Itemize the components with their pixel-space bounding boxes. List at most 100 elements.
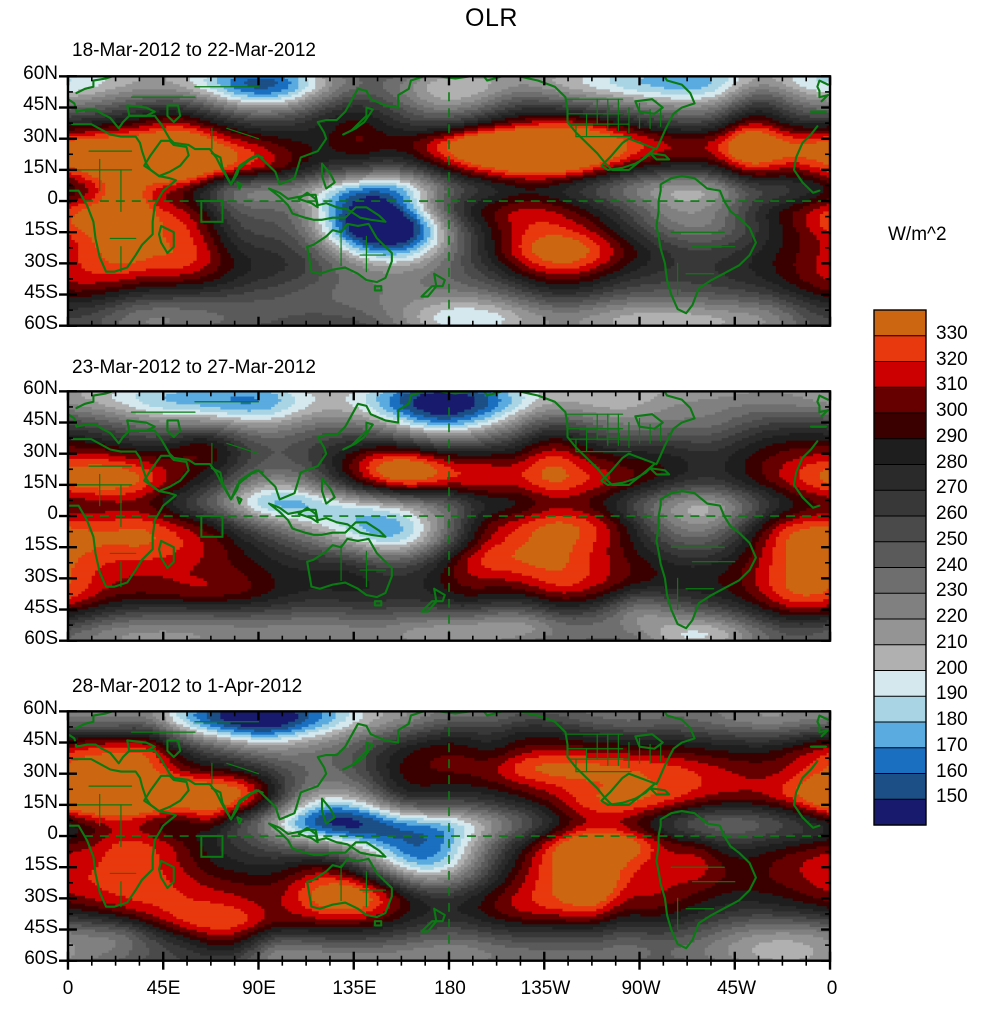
y-axis-tick-label: 15S: [24, 854, 58, 876]
colorbar-tick-label: 150: [936, 786, 968, 808]
olr-map-svg-3: [58, 710, 832, 970]
y-axis-tick-label: 0: [47, 503, 58, 524]
colorbar-tick-label: 330: [936, 322, 968, 344]
colorbar-band: [874, 490, 926, 517]
colorbar-tick-label: 220: [936, 606, 968, 627]
map-content: [67, 391, 831, 641]
colorbar-tick-label: 270: [936, 477, 968, 499]
map-panel-2: [58, 390, 841, 662]
colorbar-band: [874, 310, 926, 337]
colorbar-band: [874, 619, 926, 646]
y-axis-tick-label: 60S: [24, 948, 58, 969]
coastlines: [67, 76, 829, 315]
y-axis-tick-label: 45N: [23, 94, 58, 116]
colorbar-band: [874, 773, 926, 800]
y-axis-tick-label: 15N: [23, 156, 58, 178]
y-axis-tick-label: 30S: [24, 565, 58, 587]
colorbar-tick-label: 190: [936, 683, 968, 705]
x-axis-tick-label: 180: [434, 978, 466, 999]
colorbar-band: [874, 464, 926, 491]
colorbar-tick-label: 280: [936, 451, 968, 473]
axis-frame: [58, 75, 832, 327]
colorbar-units-label: W/m^2: [888, 224, 947, 245]
colorbar-tick-label: 320: [936, 348, 968, 370]
y-axis-tick-label: 45S: [24, 281, 58, 303]
x-axis-tick-label: 90E: [242, 978, 276, 999]
panel-1-title: 18-Mar-2012 to 22-Mar-2012: [72, 40, 316, 61]
x-axis-tick-label: 45W: [716, 978, 757, 999]
y-axis-tick-label: 45S: [24, 596, 58, 618]
x-axis-tick-label: 45E: [146, 978, 181, 999]
y-axis-tick-label: 15N: [23, 471, 58, 493]
y-axis-tick-label: 60S: [24, 313, 58, 334]
reference-box: [200, 200, 224, 223]
axis-frame: [58, 390, 832, 642]
y-axis-tick-label: 30N: [23, 440, 58, 462]
y-axis-tick-label: 45N: [23, 729, 58, 751]
panel-2-title: 23-Mar-2012 to 27-Mar-2012: [72, 357, 316, 378]
x-axis-tick-label: 0: [62, 978, 74, 999]
colorbar-tick-label: 250: [936, 528, 968, 550]
y-axis-tick-label: 60S: [24, 628, 58, 649]
colorbar-band: [874, 438, 926, 466]
x-axis-tick-label: 135W: [520, 978, 571, 999]
panel-3-title: 28-Mar-2012 to 1-Apr-2012: [72, 676, 303, 697]
colorbar-band: [874, 361, 926, 388]
colorbar-tick-label: 300: [936, 400, 968, 421]
colorbar-band: [874, 593, 926, 620]
y-axis-tick-label: 0: [47, 188, 58, 209]
colorbar[interactable]: [872, 308, 928, 827]
x-axis-tick-label: 135E: [332, 978, 377, 999]
colorbar-tick-label: 180: [936, 709, 968, 730]
colorbar-tick-label: 170: [936, 734, 968, 756]
colorbar-tick-label: 160: [936, 760, 968, 782]
map-panel-3: [58, 710, 841, 982]
colorbar-band: [874, 799, 926, 826]
colorbar-band: [874, 541, 926, 569]
colorbar-band: [874, 516, 926, 543]
colorbar-tick-label: 310: [936, 374, 968, 396]
y-axis-tick-label: 45S: [24, 916, 58, 938]
colorbar-band: [874, 747, 926, 775]
x-axis-tick-label: 90W: [621, 978, 661, 999]
colorbar-band: [874, 335, 926, 363]
colorbar-tick-label: 230: [936, 580, 968, 602]
y-axis-tick-label: 60N: [23, 63, 58, 84]
y-axis-tick-label: 30N: [23, 760, 58, 782]
colorbar-tick-label: 240: [936, 554, 968, 576]
reference-box: [200, 835, 224, 858]
map-panel-1: [58, 75, 841, 347]
colorbar-band: [874, 670, 926, 697]
y-axis-tick-label: 30N: [23, 125, 58, 147]
coastlines: [67, 711, 829, 950]
y-axis-tick-label: 15S: [24, 219, 58, 241]
axis-frame: [58, 710, 832, 970]
colorbar-band: [874, 413, 926, 440]
y-axis-tick-label: 60N: [23, 378, 58, 399]
colorbar-tick-label: 290: [936, 425, 968, 447]
x-axis-tick-label: 0: [826, 978, 838, 999]
y-axis-tick-label: 60N: [23, 698, 58, 719]
coastlines: [67, 391, 829, 630]
colorbar-band: [874, 567, 926, 594]
page-title: OLR: [465, 4, 518, 32]
map-content: [67, 76, 831, 326]
colorbar-band: [874, 387, 926, 414]
colorbar-band: [874, 722, 926, 749]
colorbar-band: [874, 644, 926, 672]
y-axis-tick-label: 30S: [24, 885, 58, 907]
map-content: [67, 711, 831, 961]
y-axis-tick-label: 0: [47, 823, 58, 844]
y-axis-tick-label: 45N: [23, 409, 58, 431]
reference-box: [200, 515, 224, 538]
colorbar-tick-label: 210: [936, 631, 968, 653]
olr-shaded-field: [67, 711, 831, 961]
y-axis-tick-label: 30S: [24, 250, 58, 272]
colorbar-tick-label: 260: [936, 503, 968, 524]
colorbar-tick-label: 200: [936, 657, 968, 679]
olr-map-svg-2: [58, 390, 832, 642]
y-axis-tick-label: 15N: [23, 791, 58, 813]
y-axis-tick-label: 15S: [24, 534, 58, 556]
colorbar-band: [874, 696, 926, 723]
